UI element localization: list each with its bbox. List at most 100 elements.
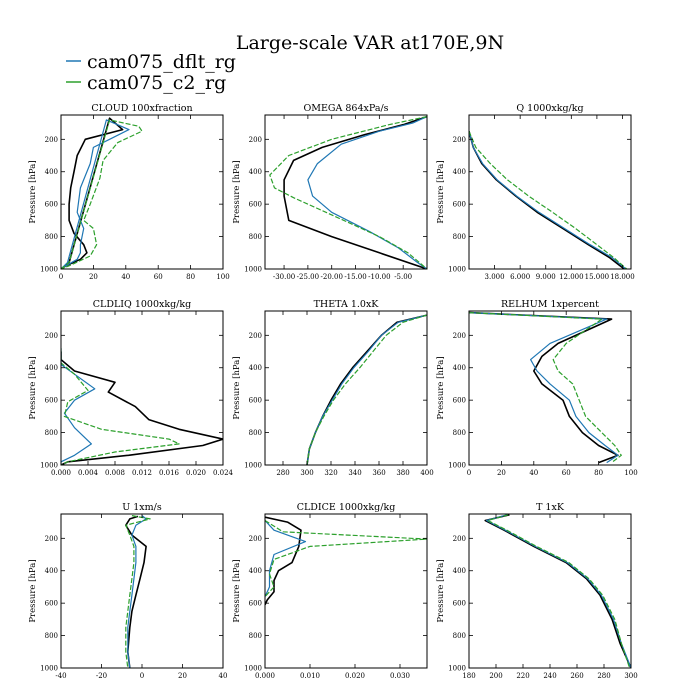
x-tick-label: 320 <box>324 469 337 477</box>
series-line-dflt <box>469 131 627 269</box>
series-line-dflt <box>469 312 619 464</box>
y-tick-label: 400 <box>453 567 466 575</box>
y-tick-label: 600 <box>249 600 262 608</box>
panel-frame <box>468 310 632 466</box>
x-tick-label: 0.000 <box>255 672 275 680</box>
y-tick-label: 1000 <box>244 266 262 274</box>
series-line-obs <box>265 516 302 606</box>
y-tick-label: 800 <box>453 233 466 241</box>
y-tick-label: 400 <box>45 567 58 575</box>
x-tick-label: 0.008 <box>105 469 125 477</box>
x-tick-label: 280 <box>276 469 289 477</box>
series-line-dflt <box>61 119 130 269</box>
series-line-obs <box>61 351 223 465</box>
panel-series <box>484 514 631 668</box>
x-tick-label: 18.000 <box>610 273 635 281</box>
x-tick-label: 180 <box>462 672 475 680</box>
panel-series <box>269 115 427 269</box>
x-tick-label: 40 <box>219 672 228 680</box>
x-tick-label: 0.016 <box>159 469 180 477</box>
panel-title: THETA 1.0xK <box>314 299 380 310</box>
y-tick-label: 800 <box>249 632 262 640</box>
y-tick-label: 200 <box>249 136 262 144</box>
x-tick-label: 380 <box>396 469 409 477</box>
y-axis-label: Pressure [hPa] <box>28 356 38 419</box>
x-tick-label: 60 <box>154 273 163 281</box>
y-tick-label: 1000 <box>448 665 466 673</box>
y-tick-label: 800 <box>453 429 466 437</box>
series-line-obs <box>484 514 631 668</box>
series-line-c2 <box>125 515 151 668</box>
y-tick-label: 200 <box>249 535 262 543</box>
x-tick-label: -30.00 <box>273 273 295 281</box>
x-tick-label: -15.00 <box>344 273 366 281</box>
series-line-dflt <box>127 515 147 668</box>
x-tick-label: 0.012 <box>132 469 152 477</box>
y-tick-label: 200 <box>453 535 466 543</box>
y-tick-label: 600 <box>45 600 58 608</box>
x-tick-label: 40 <box>529 469 538 477</box>
x-tick-label: 280 <box>597 672 610 680</box>
panel-frame <box>264 114 428 270</box>
y-tick-label: 1000 <box>448 462 466 470</box>
x-tick-label: 240 <box>543 672 556 680</box>
x-tick-label: 260 <box>570 672 583 680</box>
y-tick-label: 200 <box>45 136 58 144</box>
x-tick-label: 15.000 <box>585 273 610 281</box>
y-tick-label: 800 <box>249 429 262 437</box>
x-tick-label: 0.020 <box>345 672 365 680</box>
y-tick-label: 400 <box>249 364 262 372</box>
y-tick-label: 1000 <box>244 462 262 470</box>
y-axis-label: Pressure [hPa] <box>436 160 446 223</box>
x-tick-label: -20.00 <box>321 273 343 281</box>
x-tick-label: 0.000 <box>51 469 71 477</box>
y-tick-label: 400 <box>453 364 466 372</box>
y-tick-label: 1000 <box>448 266 466 274</box>
series-line-c2 <box>469 312 622 464</box>
panel-frame <box>468 114 632 270</box>
x-tick-label: 400 <box>420 469 433 477</box>
x-tick-label: 100 <box>216 273 229 281</box>
x-tick-label: 0 <box>59 273 63 281</box>
panel-title: CLDICE 1000xkg/kg <box>297 502 396 513</box>
x-tick-label: 0.020 <box>186 469 206 477</box>
y-tick-label: 1000 <box>40 462 58 470</box>
x-tick-label: 0.024 <box>213 469 234 477</box>
series-line-dflt <box>486 514 631 668</box>
panel-title: OMEGA 864xPa/s <box>303 103 388 114</box>
panel-series <box>265 516 427 606</box>
y-tick-label: 400 <box>453 168 466 176</box>
series-line-obs <box>469 311 619 464</box>
y-axis-label: Pressure [hPa] <box>436 559 446 622</box>
y-tick-label: 200 <box>453 332 466 340</box>
panel-series <box>469 311 622 464</box>
panel-title: RELHUM 1xpercent <box>501 299 599 310</box>
x-tick-label: 0.004 <box>78 469 99 477</box>
x-tick-label: 20 <box>89 273 98 281</box>
series-line-dflt <box>61 348 96 465</box>
x-tick-label: 6.000 <box>510 273 530 281</box>
panel-title: Q 1000xkg/kg <box>516 103 583 114</box>
panel-frame <box>468 513 632 669</box>
panel-title: U 1xm/s <box>122 502 162 513</box>
legend: cam075_dflt_rg cam075_c2_rg <box>66 51 236 94</box>
panel-7: 200 400 600 800 1000-40 -20 0 20 40 U 1xm/s Pressu… <box>28 502 227 680</box>
y-tick-label: 600 <box>453 600 466 608</box>
panel-series <box>61 348 223 465</box>
y-tick-label: 600 <box>453 201 466 209</box>
y-tick-label: 600 <box>45 201 58 209</box>
x-tick-label: 40 <box>121 273 130 281</box>
panel-series <box>469 130 628 269</box>
x-tick-label: 340 <box>348 469 361 477</box>
x-tick-label: 12.000 <box>559 273 584 281</box>
series-line-obs <box>125 515 147 668</box>
series-line-c2 <box>269 116 427 269</box>
y-tick-label: 1000 <box>40 266 58 274</box>
panel-2: 200 400 600 800 1000 -30.00 -25.00 -20.00 -15.00… <box>232 103 428 281</box>
y-tick-label: 1000 <box>244 665 262 673</box>
panel-series <box>306 314 427 465</box>
